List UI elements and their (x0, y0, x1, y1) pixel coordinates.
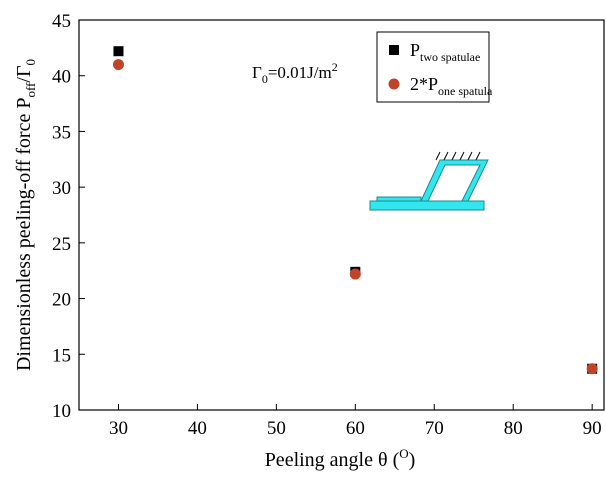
point (113, 46, 124, 57)
inset-diagram (369, 151, 489, 211)
x-tick-label: 50 (267, 418, 286, 439)
annotation: Γ0=0.01J/m2 (252, 60, 338, 86)
point (349, 268, 361, 280)
y-tick-label: 25 (52, 234, 71, 255)
legend-label: Ptwo spatulae (410, 40, 480, 64)
y-axis-label: Dimensionless peeling-off force Poff/Γ0 (13, 59, 38, 371)
y-tick-label: 40 (52, 67, 71, 88)
y-tick-label: 30 (52, 178, 71, 199)
point (112, 59, 124, 71)
y-tick-label: 15 (52, 345, 71, 366)
x-tick-label: 30 (109, 418, 128, 439)
point (586, 363, 598, 375)
x-tick-label: 80 (504, 418, 523, 439)
x-axis-label: Peeling angle θ (O) (265, 446, 416, 471)
legend-marker (389, 45, 399, 55)
y-tick-label: 35 (52, 122, 71, 143)
legend (376, 31, 490, 103)
x-tick-label: 90 (583, 418, 602, 439)
legend-label-sub: one spatula (438, 84, 493, 98)
legend-label: 2*Pone spatula (410, 74, 493, 98)
x-tick-label: 40 (188, 418, 207, 439)
plot-frame (78, 19, 605, 411)
legend-label-main: 2*P (410, 74, 438, 94)
y-tick-label: 10 (52, 401, 71, 422)
legend-label-sub: two spatulae (420, 50, 480, 64)
x-tick-label: 70 (425, 418, 444, 439)
legend-label-main: P (410, 40, 420, 60)
legend-marker (388, 78, 400, 90)
x-tick-label: 60 (346, 418, 365, 439)
y-tick-label: 45 (52, 11, 71, 32)
y-tick-label: 20 (52, 290, 71, 311)
